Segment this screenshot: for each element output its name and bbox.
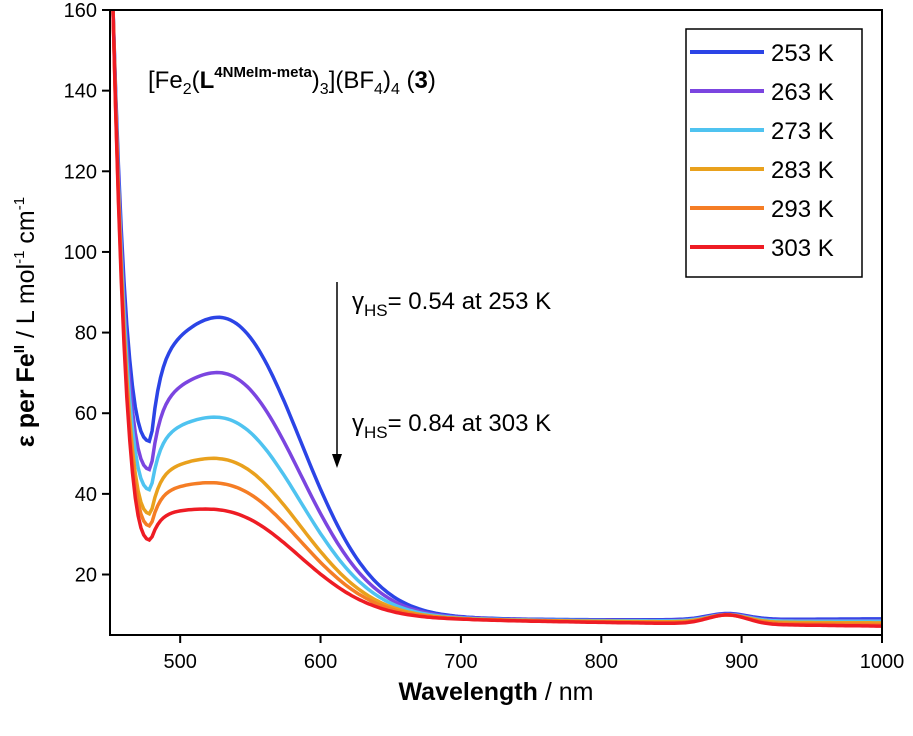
- legend-label: 253 K: [771, 40, 834, 67]
- x-tick-label: 600: [304, 651, 337, 673]
- x-tick-label: 500: [163, 651, 196, 673]
- y-axis-title: ε per FeII / L mol-1 cm-1: [11, 197, 40, 447]
- series-line-303-K: [111, 10, 882, 628]
- legend-label: 293 K: [771, 196, 834, 223]
- y-tick-label: 40: [75, 484, 97, 506]
- y-axis-ticks: 20 40 60 80 100 120 140 160: [64, 0, 110, 587]
- annotation-303k: γHS= 0.84 at 303 K: [352, 410, 551, 442]
- y-tick-label: 160: [64, 0, 97, 22]
- x-axis-ticks: 500 600 700 800 900 1000: [163, 635, 904, 673]
- y-tick-label: 60: [75, 403, 97, 425]
- y-tick-label: 80: [75, 323, 97, 345]
- y-tick-label: 140: [64, 81, 97, 103]
- legend-label: 283 K: [771, 157, 834, 184]
- plot-frame: [109, 9, 883, 636]
- annotation-253k: γHS= 0.54 at 253 K: [352, 288, 551, 320]
- y-tick-label: 120: [64, 161, 97, 183]
- x-tick-label: 1000: [860, 651, 905, 673]
- y-tick-label: 20: [75, 565, 97, 587]
- x-tick-label: 900: [725, 651, 758, 673]
- legend-label: 263 K: [771, 79, 834, 106]
- legend-label: 273 K: [771, 118, 834, 145]
- y-tick-label: 100: [64, 242, 97, 264]
- legend-box: [685, 28, 863, 278]
- x-tick-label: 800: [585, 651, 618, 673]
- x-axis-title: Wavelength / nm: [399, 678, 594, 706]
- chart-title: [Fe2(L4NMeIm-meta)3](BF4)4 (3): [148, 64, 436, 98]
- legend-label: 303 K: [771, 235, 834, 262]
- trend-arrow-head: [332, 454, 342, 468]
- spectrum-curves: [111, 10, 882, 628]
- x-tick-label: 700: [444, 651, 477, 673]
- legend: 253 K 263 K 273 K 283 K 293 K 303 K: [690, 40, 834, 262]
